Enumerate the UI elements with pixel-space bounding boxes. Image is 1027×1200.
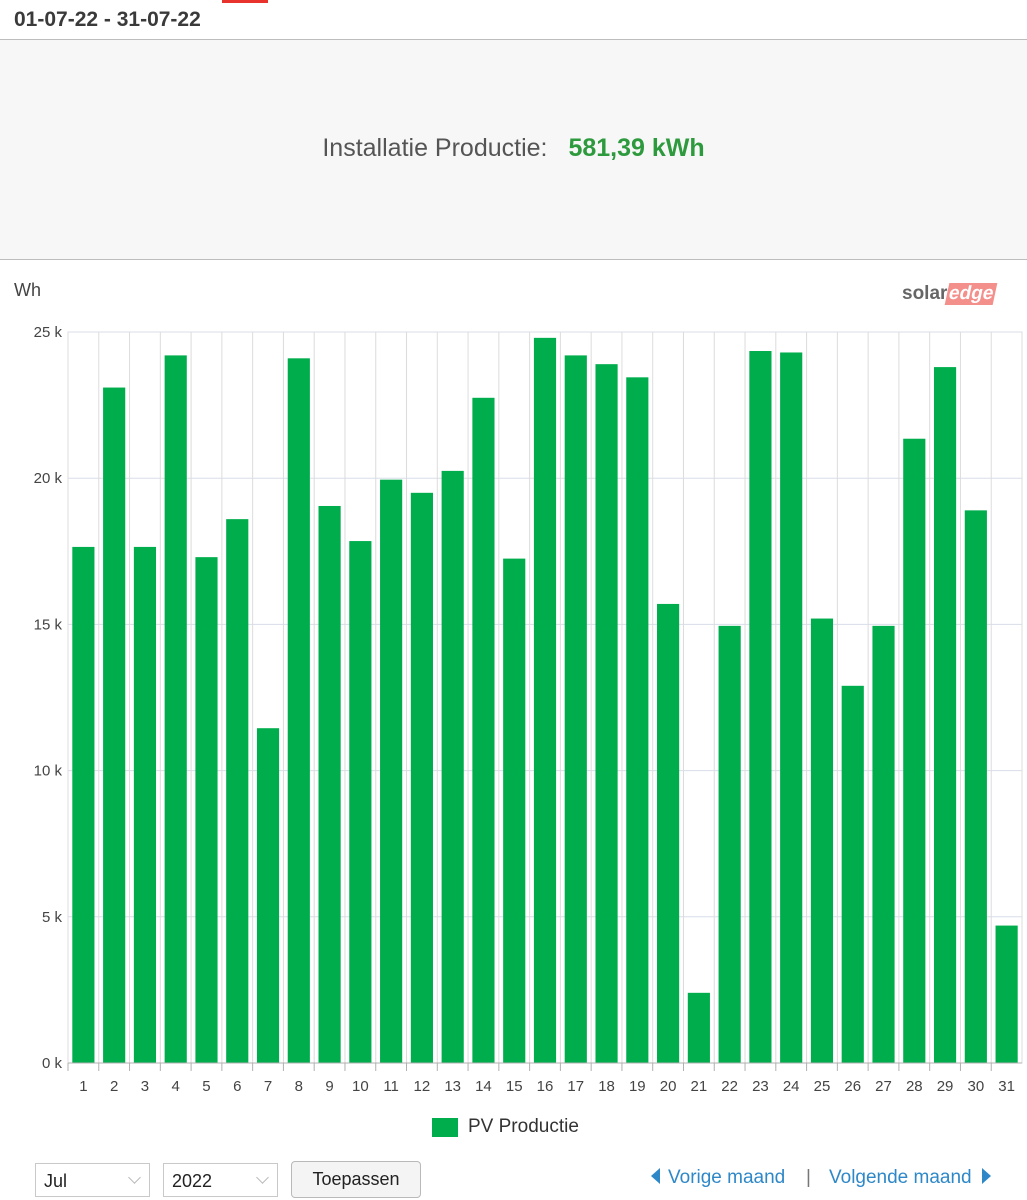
x-tick-label: 17 xyxy=(567,1078,584,1095)
x-tick-label: 6 xyxy=(233,1078,241,1095)
x-tick-label: 15 xyxy=(506,1078,523,1095)
x-tick-label: 30 xyxy=(967,1078,984,1095)
caret-left-icon xyxy=(651,1168,660,1184)
logo-part-solar: solar xyxy=(902,283,948,304)
bar-day-6 xyxy=(226,519,249,1063)
bar-day-3 xyxy=(133,546,157,1063)
bar-day-5 xyxy=(195,557,218,1063)
bar-day-21 xyxy=(687,992,710,1063)
bar-day-20 xyxy=(657,603,680,1063)
summary-value: 581,39 kWh xyxy=(568,134,705,162)
x-tick-label: 11 xyxy=(383,1078,399,1095)
month-select[interactable]: Jul xyxy=(35,1163,150,1197)
logo-part-edge: edge xyxy=(945,283,999,305)
x-tick-label: 12 xyxy=(414,1078,431,1095)
date-header: 01-07-22 - 31-07-22 xyxy=(0,0,1027,40)
x-tick-label: 5 xyxy=(202,1078,210,1095)
bar-day-7 xyxy=(256,728,280,1063)
month-select-value: Jul xyxy=(44,1171,68,1191)
y-tick-label: 15 k xyxy=(34,616,63,633)
previous-month-link[interactable]: Vorige maand xyxy=(651,1167,785,1189)
bar-day-31 xyxy=(995,925,1018,1063)
year-select-value: 2022 xyxy=(172,1171,213,1191)
x-tick-label: 2 xyxy=(110,1078,118,1095)
bar-day-18 xyxy=(595,364,618,1063)
x-tick-label: 22 xyxy=(721,1078,738,1095)
x-tick-label: 27 xyxy=(875,1078,892,1095)
x-tick-label: 23 xyxy=(752,1078,769,1095)
bar-day-15 xyxy=(503,558,526,1063)
legend-label: PV Productie xyxy=(468,1116,579,1137)
x-tick-label: 8 xyxy=(295,1078,303,1095)
y-tick-label: 5 k xyxy=(42,909,63,926)
production-bar-chart: 0 k5 k10 k15 k20 k25 k1 2 3 4 5 6 7 8 9 10 11 12 13 1… xyxy=(34,324,1023,1095)
x-tick-label: 7 xyxy=(264,1078,272,1095)
apply-button[interactable]: Toepassen xyxy=(291,1161,421,1198)
chart-legend[interactable]: PV Productie xyxy=(432,1115,579,1139)
bar-day-16 xyxy=(533,337,557,1063)
summary-line: Installatie Productie: 581,39 kWh xyxy=(0,134,1027,163)
x-tick-label: 29 xyxy=(937,1078,954,1095)
previous-month-label: Vorige maand xyxy=(668,1167,786,1188)
bar-day-26 xyxy=(841,685,864,1063)
x-tick-label: 18 xyxy=(598,1078,615,1095)
chart-unit-label: Wh xyxy=(14,280,41,300)
summary-label: Installatie Productie: xyxy=(322,134,548,162)
x-tick-label: 26 xyxy=(844,1078,861,1095)
y-tick-label: 10 k xyxy=(34,763,63,780)
bar-day-11 xyxy=(380,479,403,1063)
y-tick-label: 0 k xyxy=(42,1055,63,1072)
bar-day-2 xyxy=(103,387,126,1063)
production-summary: Installatie Productie: 581,39 kWh xyxy=(0,40,1027,260)
x-tick-label: 19 xyxy=(629,1078,646,1095)
year-select[interactable]: 2022 xyxy=(163,1163,278,1197)
bar-day-12 xyxy=(410,492,433,1063)
nav-separator: | xyxy=(806,1167,811,1188)
x-tick-label: 31 xyxy=(998,1078,1015,1095)
bar-day-4 xyxy=(164,355,187,1064)
bar-day-27 xyxy=(872,625,895,1063)
x-tick-label: 20 xyxy=(660,1078,677,1095)
bar-day-8 xyxy=(287,358,310,1063)
solaredge-logo: solaredge xyxy=(902,283,999,305)
bar-day-17 xyxy=(564,355,587,1064)
caret-right-icon xyxy=(981,1168,991,1184)
bar-day-1 xyxy=(72,546,95,1063)
header-accent xyxy=(222,0,268,3)
bar-day-29 xyxy=(933,367,957,1063)
bar-day-24 xyxy=(780,352,803,1063)
x-tick-label: 25 xyxy=(814,1078,831,1095)
x-tick-label: 4 xyxy=(172,1078,180,1095)
x-tick-label: 28 xyxy=(906,1078,923,1095)
bar-day-9 xyxy=(318,505,341,1063)
next-month-label: Volgende maand xyxy=(829,1167,972,1188)
date-range: 01-07-22 - 31-07-22 xyxy=(14,8,201,31)
bar-day-22 xyxy=(718,625,741,1063)
bar-day-23 xyxy=(749,351,772,1064)
legend-swatch xyxy=(432,1117,458,1137)
chevron-down-icon xyxy=(128,1171,141,1184)
next-month-link[interactable]: Volgende maand xyxy=(829,1167,991,1189)
bar-day-13 xyxy=(441,470,464,1063)
bar-day-30 xyxy=(964,510,987,1063)
bar-day-19 xyxy=(626,377,649,1063)
x-tick-label: 24 xyxy=(783,1078,800,1095)
x-tick-label: 9 xyxy=(325,1078,333,1095)
x-tick-label: 14 xyxy=(475,1078,492,1095)
bar-day-28 xyxy=(903,438,926,1063)
bar-day-25 xyxy=(810,618,834,1063)
y-tick-label: 20 k xyxy=(34,470,63,487)
bar-day-10 xyxy=(349,541,372,1063)
x-tick-label: 3 xyxy=(141,1078,149,1095)
bar-day-14 xyxy=(472,397,495,1063)
x-tick-label: 16 xyxy=(537,1078,554,1095)
x-tick-label: 13 xyxy=(444,1078,461,1095)
x-tick-label: 1 xyxy=(79,1078,87,1095)
chevron-down-icon xyxy=(256,1171,269,1184)
x-tick-label: 21 xyxy=(691,1078,708,1095)
y-tick-label: 25 k xyxy=(34,324,63,341)
x-tick-label: 10 xyxy=(352,1078,369,1095)
